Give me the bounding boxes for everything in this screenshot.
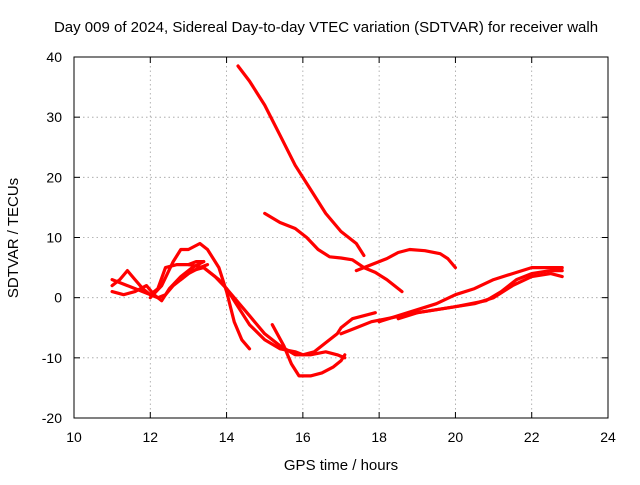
- series-satellite-track-2: [263, 211, 404, 294]
- chart-title: Day 009 of 2024, Sidereal Day-to-day VTE…: [54, 19, 598, 36]
- y-axis-tick-labels: -20 -10 0 10 20 30 40: [42, 49, 62, 426]
- y-axis-label: SDTVAR / TECUs: [5, 178, 22, 298]
- y-tick-label: 0: [54, 290, 62, 306]
- x-tick-label: 14: [219, 429, 235, 445]
- y-tick-label: 40: [46, 49, 62, 65]
- axis-ticks: [73, 56, 609, 419]
- series-satellite-track-11: [339, 269, 564, 336]
- series-satellite-track-3: [354, 247, 457, 273]
- y-tick-label: 30: [46, 109, 62, 125]
- series-satellite-track-1: [236, 64, 366, 258]
- x-tick-label: 22: [524, 429, 540, 445]
- series-satellite-track-9: [186, 263, 347, 360]
- y-tick-label: -10: [42, 350, 62, 366]
- series-satellite-track-7: [148, 241, 252, 351]
- x-tick-label: 18: [371, 429, 387, 445]
- x-axis-label: GPS time / hours: [284, 457, 398, 474]
- x-tick-label: 12: [142, 429, 158, 445]
- series-satellite-track-13: [396, 272, 564, 321]
- x-tick-label: 10: [66, 429, 82, 445]
- series-satellite-track-8: [179, 266, 377, 357]
- x-tick-label: 24: [600, 429, 616, 445]
- y-tick-label: -20: [42, 410, 62, 426]
- series-satellite-track-6: [110, 260, 206, 297]
- y-tick-label: 20: [46, 169, 62, 185]
- series-satellite-track-12: [377, 266, 564, 324]
- x-tick-label: 16: [295, 429, 311, 445]
- x-tick-label: 20: [448, 429, 464, 445]
- data-series-group: [110, 64, 564, 378]
- grid-lines: [74, 57, 608, 418]
- series-satellite-track-5: [110, 260, 206, 303]
- series-satellite-track-10: [270, 323, 347, 378]
- x-axis-tick-labels: 10 12 14 16 18 20 22 24: [66, 429, 616, 445]
- y-tick-label: 10: [46, 230, 62, 246]
